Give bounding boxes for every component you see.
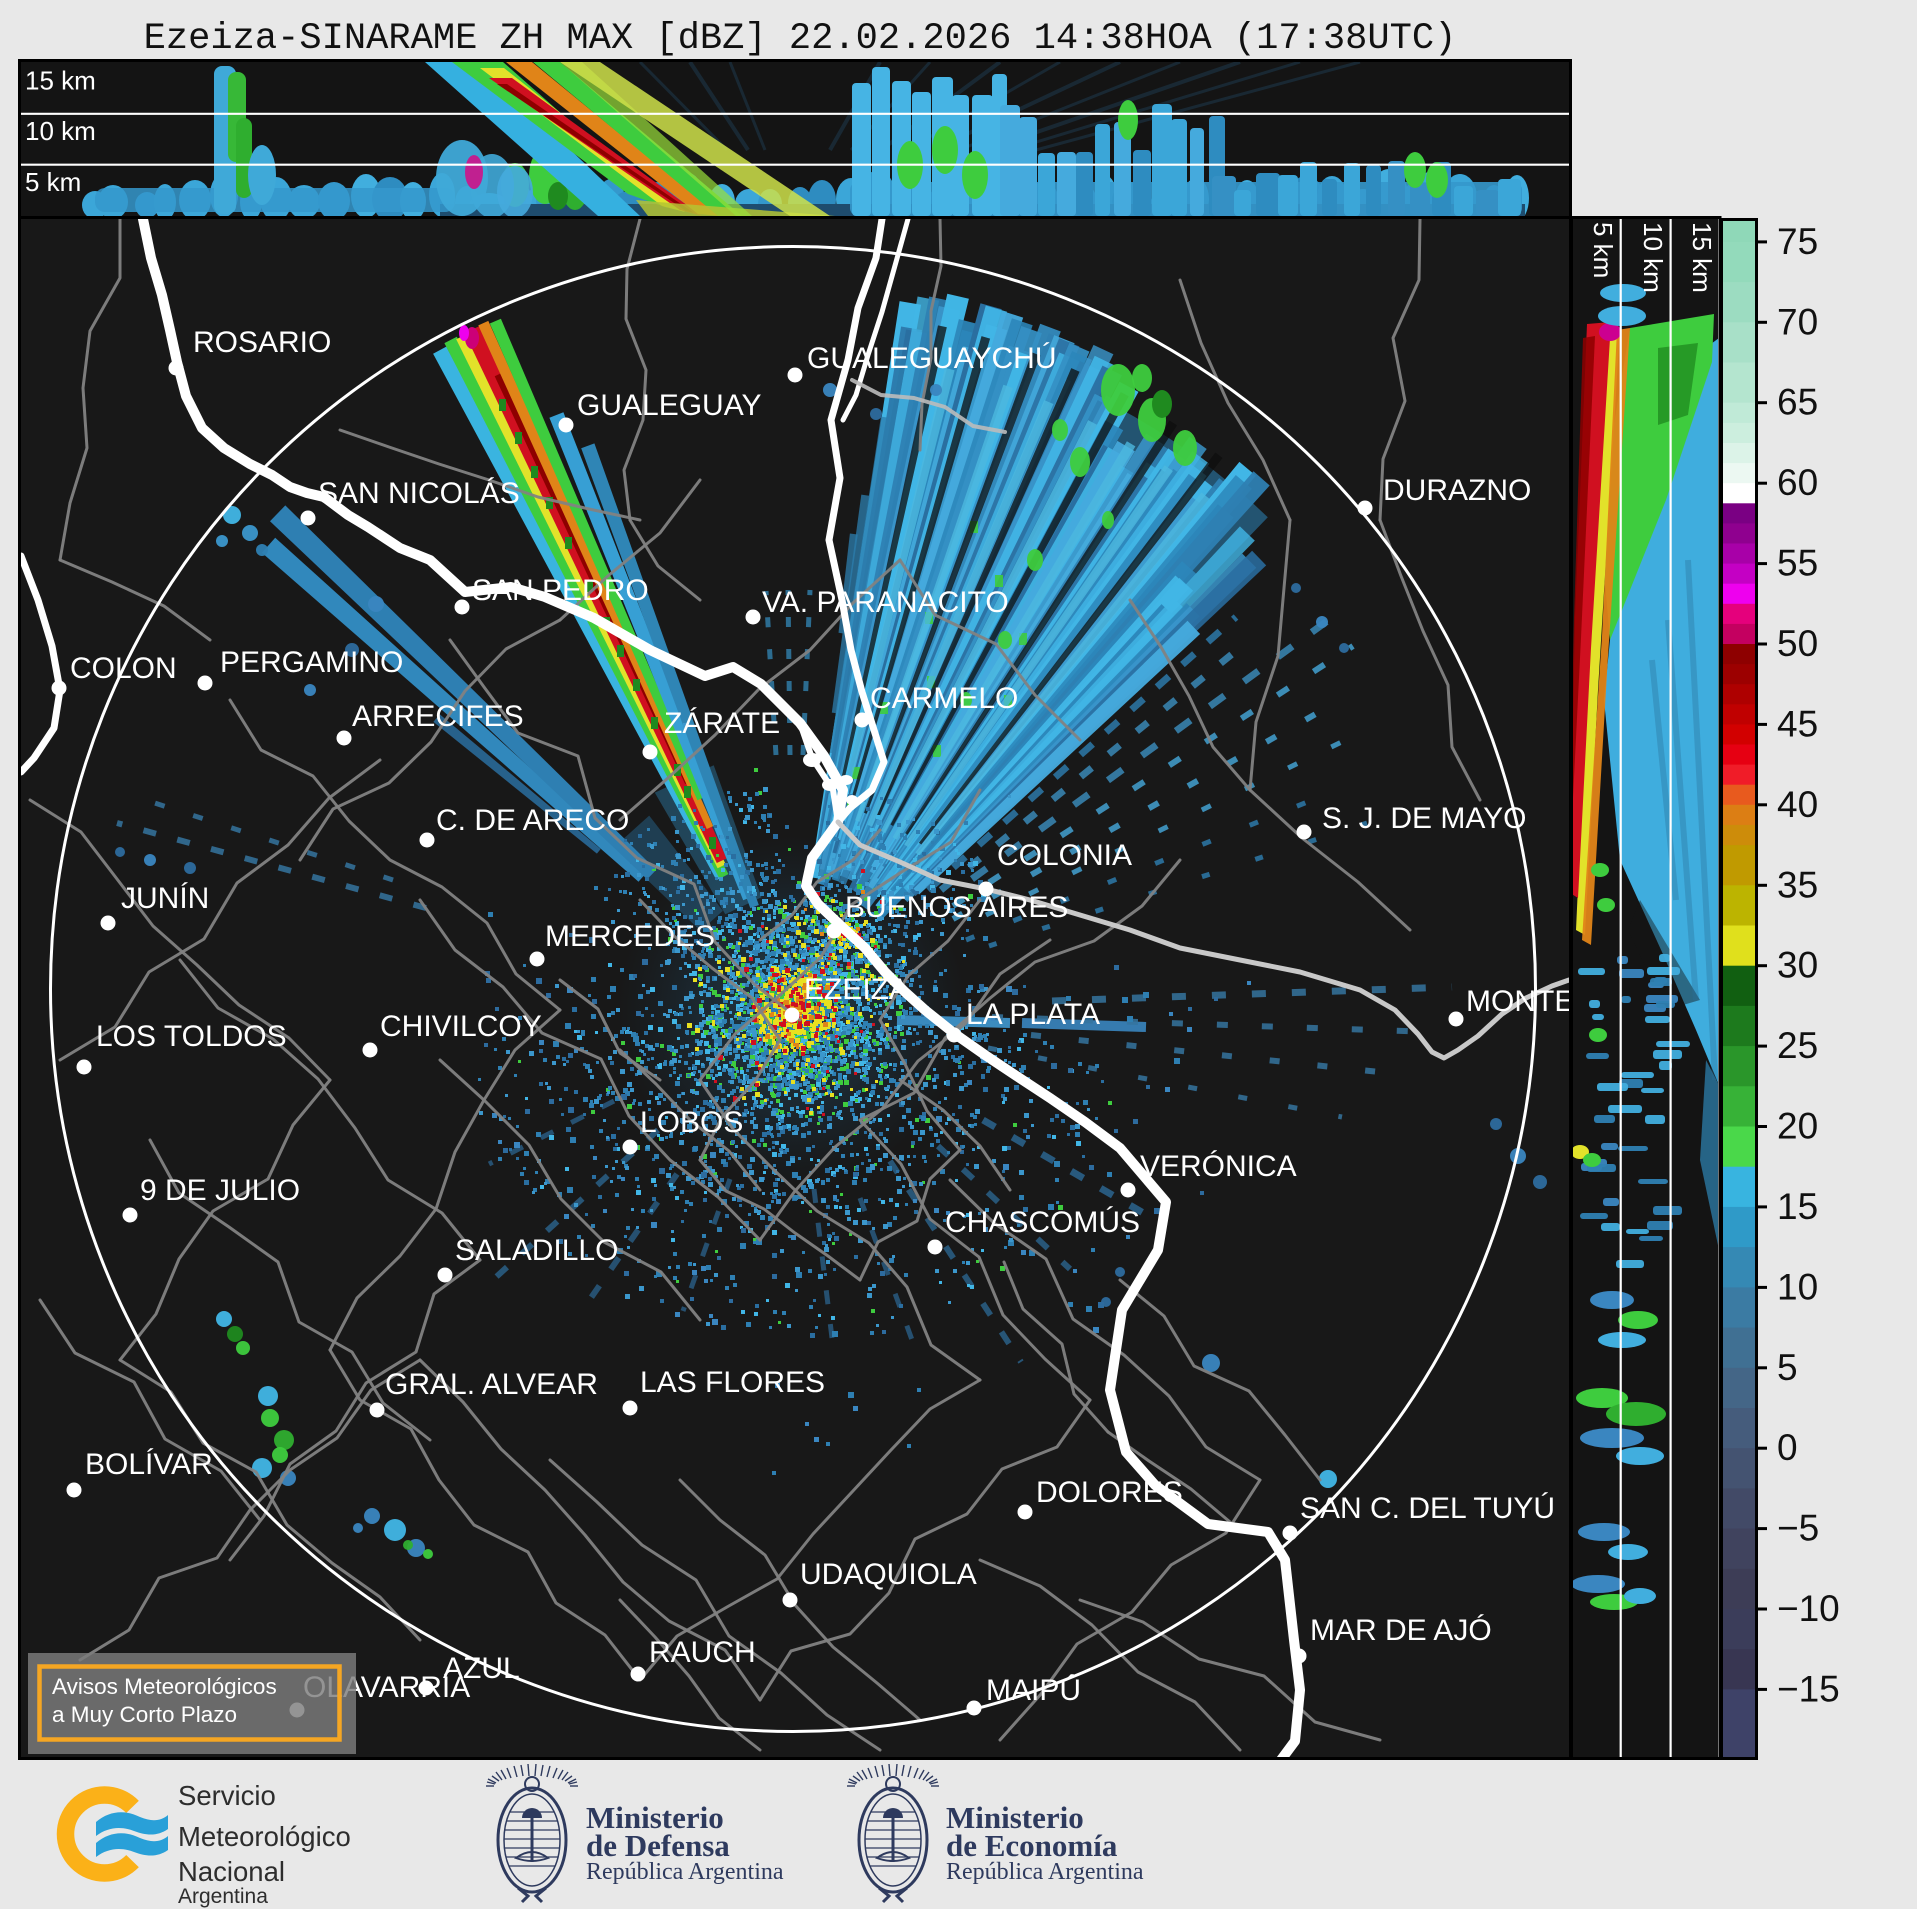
svg-text:CARMELO: CARMELO — [870, 682, 1018, 715]
svg-text:MERCEDES: MERCEDES — [545, 920, 715, 953]
svg-text:CHASCOMÚS: CHASCOMÚS — [945, 1206, 1140, 1239]
svg-text:de Defensa: de Defensa — [586, 1828, 730, 1863]
svg-text:Meteorológico: Meteorológico — [178, 1821, 351, 1852]
svg-text:35: 35 — [1777, 864, 1818, 905]
svg-text:0: 0 — [1777, 1427, 1798, 1468]
svg-text:GUALEGUAY: GUALEGUAY — [577, 389, 762, 422]
svg-text:SAN PEDRO: SAN PEDRO — [472, 574, 649, 607]
svg-text:Servicio: Servicio — [178, 1780, 276, 1811]
svg-text:−10: −10 — [1777, 1588, 1840, 1629]
svg-text:60: 60 — [1777, 462, 1818, 503]
svg-text:de Economía: de Economía — [946, 1828, 1118, 1863]
svg-text:EZEIZA: EZEIZA — [804, 973, 909, 1006]
svg-text:AZUL: AZUL — [443, 1652, 520, 1685]
svg-text:65: 65 — [1777, 382, 1818, 423]
svg-text:15 km: 15 km — [1687, 222, 1717, 293]
svg-text:40: 40 — [1777, 784, 1818, 825]
svg-text:Ministerio: Ministerio — [586, 1800, 724, 1835]
svg-text:MONTEVIDEO: MONTEVIDEO — [1466, 985, 1668, 1018]
svg-text:Ministerio: Ministerio — [946, 1800, 1084, 1835]
svg-text:10: 10 — [1777, 1266, 1818, 1307]
svg-text:COLONIA: COLONIA — [997, 839, 1132, 872]
svg-text:5 km: 5 km — [1588, 222, 1618, 278]
svg-text:SAN C. DEL TUYÚ: SAN C. DEL TUYÚ — [1300, 1492, 1555, 1525]
svg-text:25: 25 — [1777, 1025, 1818, 1066]
svg-text:DOLORES: DOLORES — [1036, 1476, 1183, 1509]
svg-text:−5: −5 — [1777, 1508, 1819, 1549]
svg-text:DURAZNO: DURAZNO — [1383, 474, 1531, 507]
svg-text:GUALEGUAYCHÚ: GUALEGUAYCHÚ — [807, 342, 1057, 375]
svg-text:10 km: 10 km — [25, 116, 96, 146]
svg-text:República Argentina: República Argentina — [946, 1859, 1144, 1885]
svg-text:5: 5 — [1777, 1347, 1798, 1388]
svg-text:10 km: 10 km — [1638, 222, 1668, 293]
svg-text:Avisos Meteorológicos: Avisos Meteorológicos — [52, 1674, 277, 1699]
svg-text:BOLÍVAR: BOLÍVAR — [85, 1448, 213, 1481]
svg-text:20: 20 — [1777, 1106, 1818, 1147]
svg-text:ARRECIFES: ARRECIFES — [352, 700, 524, 733]
svg-text:CHIVILCOY: CHIVILCOY — [380, 1010, 542, 1043]
svg-text:ROSARIO: ROSARIO — [193, 326, 331, 359]
svg-text:SAN NICOLÁS: SAN NICOLÁS — [318, 477, 520, 510]
svg-text:5 km: 5 km — [25, 167, 81, 197]
svg-text:55: 55 — [1777, 543, 1818, 584]
svg-text:C. DE ARECO: C. DE ARECO — [436, 804, 629, 837]
svg-text:PERGAMINO: PERGAMINO — [220, 646, 403, 679]
svg-text:VA. PARANACITO: VA. PARANACITO — [762, 586, 1009, 619]
svg-text:70: 70 — [1777, 301, 1818, 342]
svg-text:9 DE JULIO: 9 DE JULIO — [140, 1174, 300, 1207]
svg-text:RAUCH: RAUCH — [649, 1636, 756, 1669]
svg-text:Argentina: Argentina — [178, 1885, 268, 1908]
svg-text:45: 45 — [1777, 703, 1818, 744]
svg-text:a Muy Corto Plazo: a Muy Corto Plazo — [52, 1702, 237, 1727]
svg-text:S. J. DE MAYO: S. J. DE MAYO — [1322, 802, 1526, 835]
svg-text:LOBOS: LOBOS — [640, 1106, 743, 1139]
svg-text:50: 50 — [1777, 623, 1818, 664]
svg-text:COLON: COLON — [70, 652, 177, 685]
svg-text:−15: −15 — [1777, 1668, 1840, 1709]
svg-text:República Argentina: República Argentina — [586, 1859, 784, 1885]
svg-text:GRAL. ALVEAR: GRAL. ALVEAR — [385, 1368, 598, 1401]
svg-text:UDAQUIOLA: UDAQUIOLA — [800, 1558, 977, 1591]
svg-text:VERÓNICA: VERÓNICA — [1140, 1150, 1297, 1183]
svg-text:75: 75 — [1777, 221, 1818, 262]
svg-text:BUENOS AIRES: BUENOS AIRES — [845, 891, 1068, 924]
svg-text:JUNÍN: JUNÍN — [121, 882, 209, 915]
svg-text:15: 15 — [1777, 1186, 1818, 1227]
svg-text:MAR DE AJÓ: MAR DE AJÓ — [1310, 1614, 1492, 1647]
svg-text:SALADILLO: SALADILLO — [455, 1234, 618, 1267]
svg-text:Ezeiza-SINARAME ZH MAX [dBZ] 2: Ezeiza-SINARAME ZH MAX [dBZ] 22.02.2026 … — [144, 18, 1457, 60]
svg-text:LOS TOLDOS: LOS TOLDOS — [96, 1020, 287, 1053]
svg-text:LA PLATA: LA PLATA — [966, 998, 1100, 1031]
svg-text:ZÁRATE: ZÁRATE — [664, 707, 780, 740]
svg-text:Nacional: Nacional — [178, 1856, 285, 1887]
svg-text:LAS FLORES: LAS FLORES — [640, 1366, 825, 1399]
svg-text:15 km: 15 km — [25, 66, 96, 96]
svg-text:30: 30 — [1777, 945, 1818, 986]
svg-text:MAIPÚ: MAIPÚ — [986, 1674, 1081, 1707]
